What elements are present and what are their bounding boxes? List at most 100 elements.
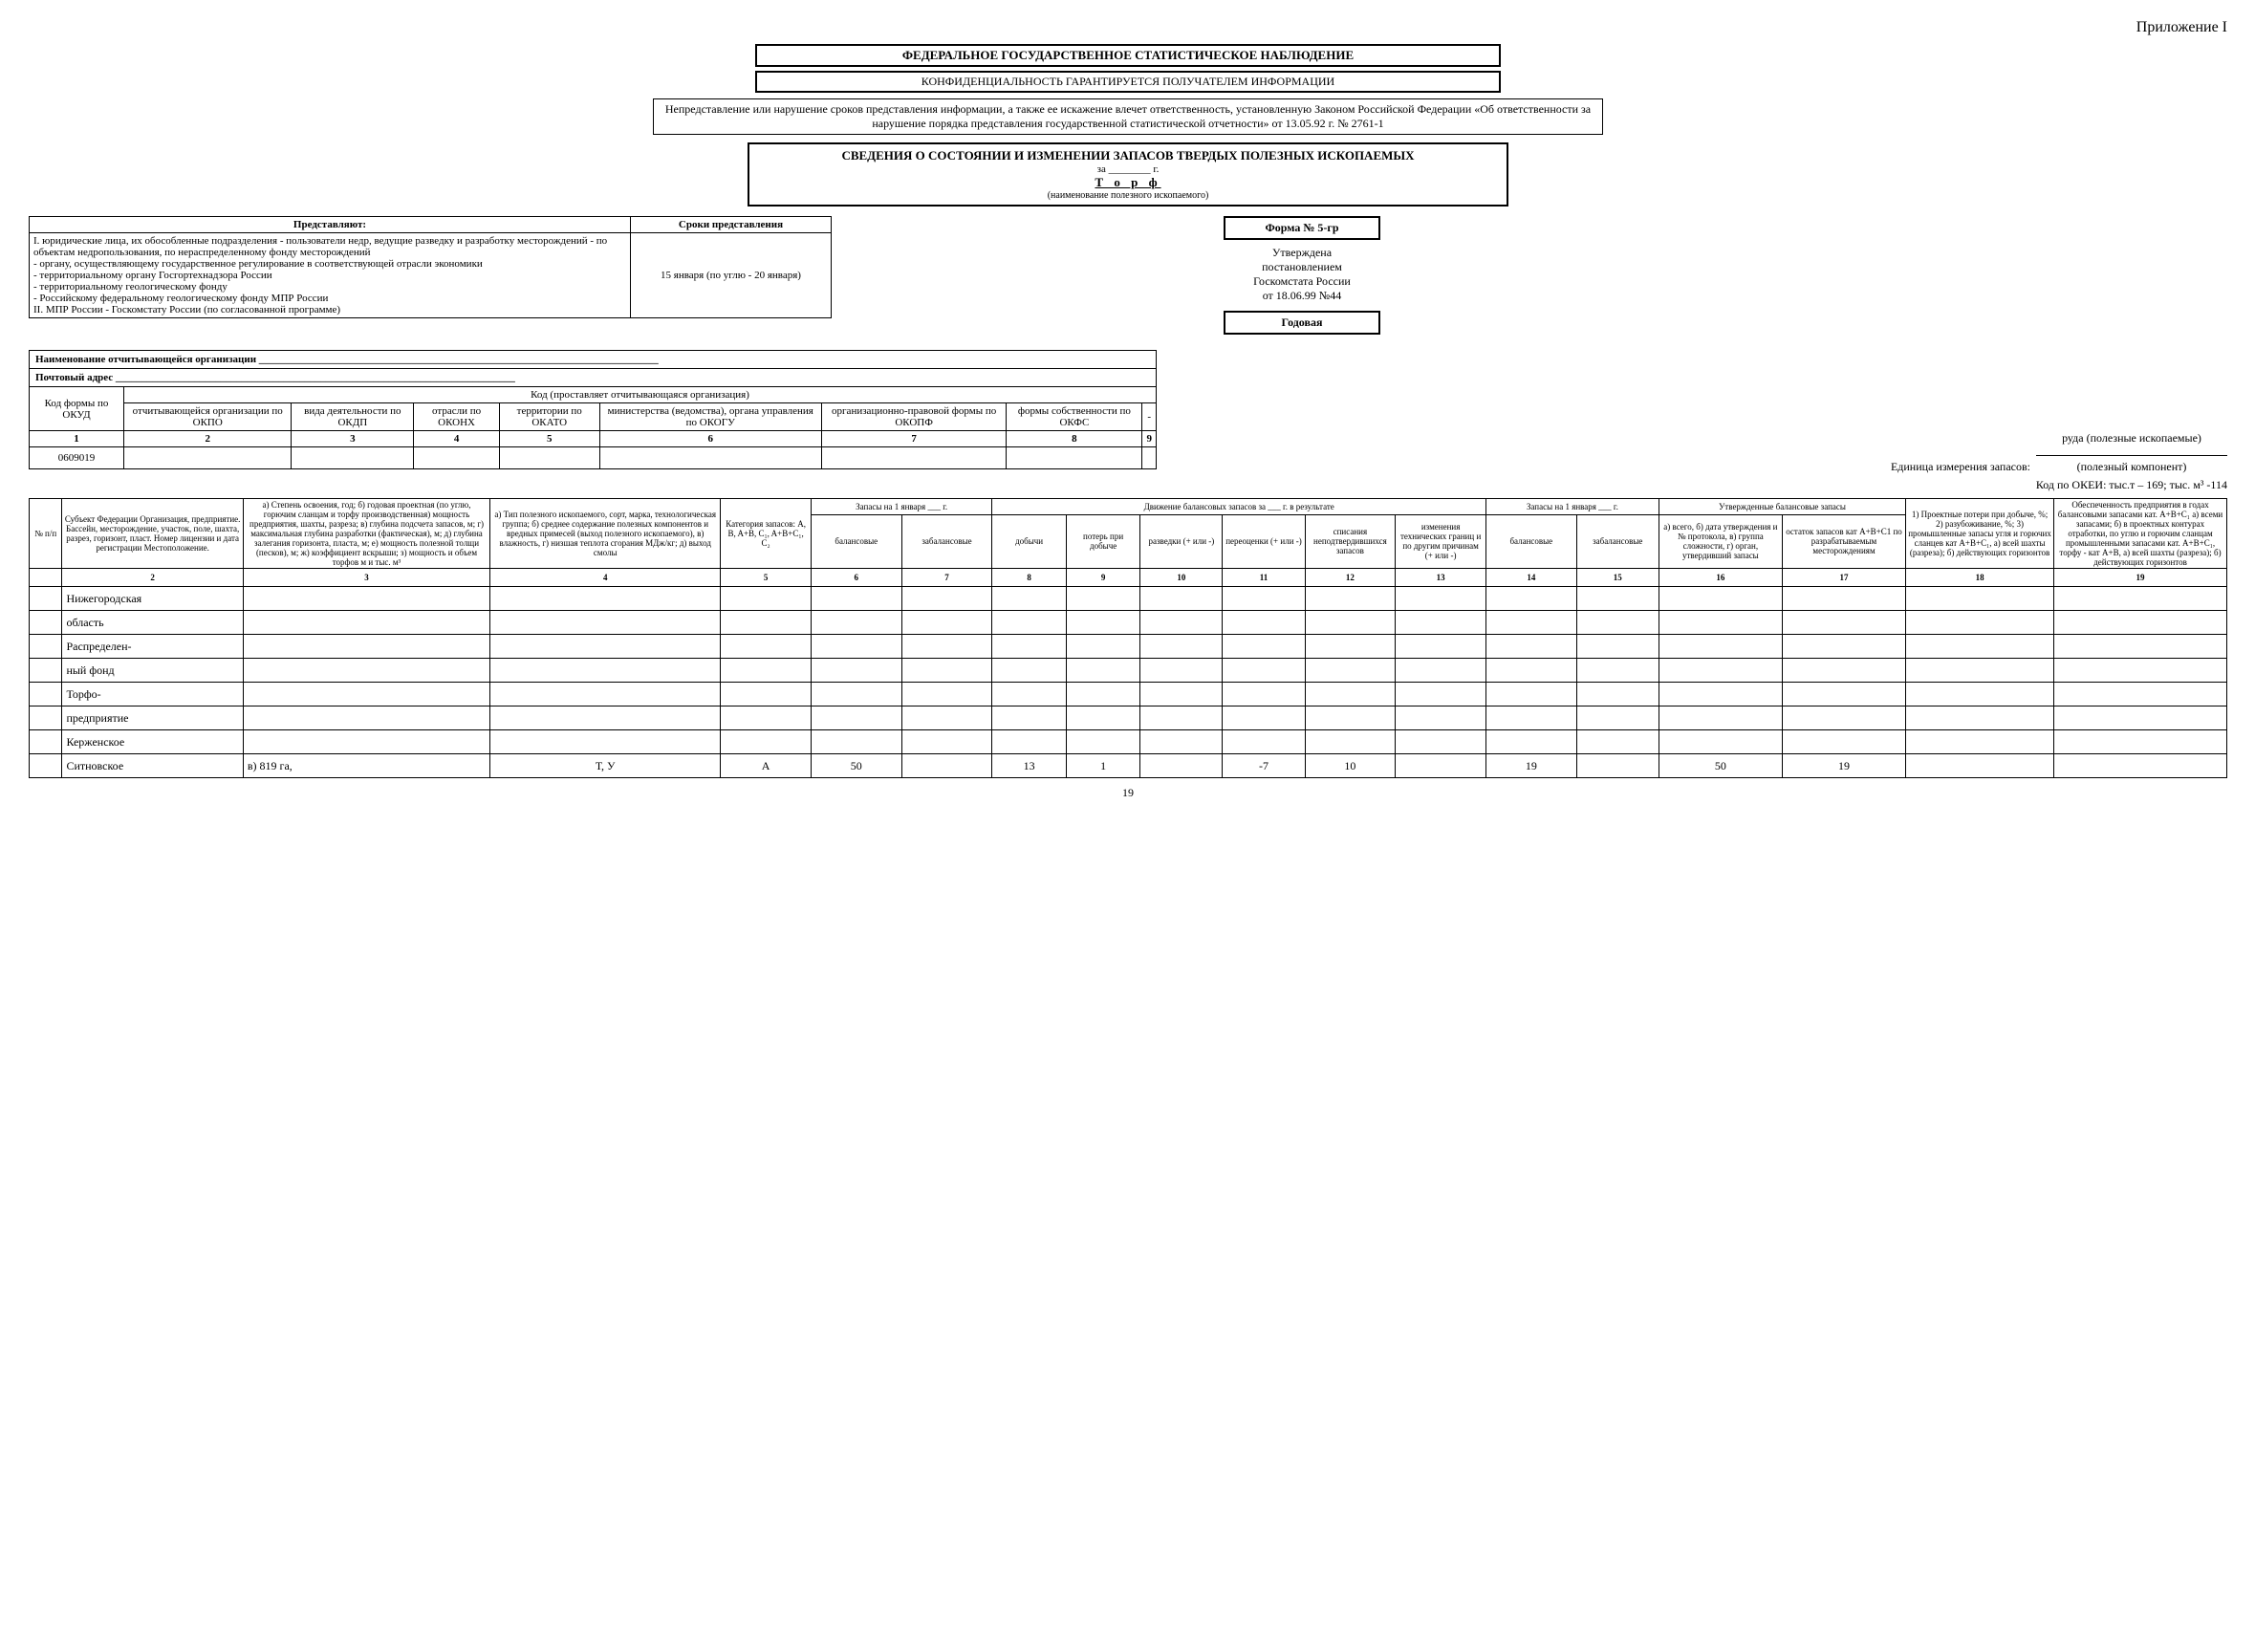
info-mineral-caption: (наименование полезного ископаемого): [755, 190, 1501, 201]
cell: [1066, 635, 1139, 659]
cell: [1223, 587, 1305, 611]
cell: [30, 635, 62, 659]
cell: [243, 659, 489, 683]
cell: [901, 659, 992, 683]
cell: [1782, 730, 1905, 754]
table-row: Керженское: [30, 730, 2227, 754]
cell: 10: [1305, 754, 1396, 778]
h-c5: Категория запасов: A, B, A+B, C₁, A+B+C₁…: [721, 499, 812, 569]
cell: [490, 611, 721, 635]
cell: [30, 683, 62, 706]
cell: [811, 659, 901, 683]
cell: [30, 730, 62, 754]
main-colnum: 6: [811, 569, 901, 587]
table-row: Ситновскоев) 819 га,Т, УA50131-710195019: [30, 754, 2227, 778]
cell: [1066, 706, 1139, 730]
cell: [1223, 611, 1305, 635]
cell: [992, 683, 1066, 706]
main-colnum: 18: [1906, 569, 2054, 587]
cell: [1906, 659, 2054, 683]
cell: [721, 659, 812, 683]
legal-notice: Непредставление или нарушение сроков пре…: [653, 98, 1603, 135]
cell: [1396, 611, 1486, 635]
cell: [243, 706, 489, 730]
cell: [1140, 635, 1223, 659]
cell: 19: [1782, 754, 1905, 778]
cell: [1576, 683, 1659, 706]
cell: [1659, 611, 1782, 635]
cell: [1485, 659, 1576, 683]
cell: [1305, 587, 1396, 611]
cell: [992, 659, 1066, 683]
cell: [811, 730, 901, 754]
cell: Керженское: [62, 730, 243, 754]
cell: [992, 611, 1066, 635]
main-colnum: 13: [1396, 569, 1486, 587]
org-col: отчитывающейся организации по ОКПО: [124, 403, 292, 431]
main-table: № п/п Субъект Федерации Организация, пре…: [29, 498, 2227, 778]
cell: [490, 683, 721, 706]
cell: [901, 754, 992, 778]
main-colnum: 16: [1659, 569, 1782, 587]
cell: [490, 730, 721, 754]
cell: Т, У: [490, 754, 721, 778]
cell: [1396, 587, 1486, 611]
h-g-mov: Движение балансовых запасов за ___ г. в …: [992, 499, 1486, 515]
cell: [2054, 659, 2227, 683]
cell: [1576, 659, 1659, 683]
cell: [721, 587, 812, 611]
cell: [1396, 706, 1486, 730]
cell: [1576, 635, 1659, 659]
h-c3: а) Степень освоения, год; б) годовая про…: [243, 499, 489, 569]
main-colnum: 12: [1305, 569, 1396, 587]
unit-label: Единица измерения запасов:: [1891, 460, 2030, 474]
cell: [490, 635, 721, 659]
cell: [1305, 659, 1396, 683]
cell: [1485, 683, 1576, 706]
cell: [1066, 683, 1139, 706]
h-c19: Обеспеченность предприятия в годах балан…: [2054, 499, 2227, 569]
cell: [811, 706, 901, 730]
cell: область: [62, 611, 243, 635]
cell: [1782, 611, 1905, 635]
cell: [901, 635, 992, 659]
cell: [1576, 611, 1659, 635]
cell: [1305, 611, 1396, 635]
cell: [1659, 635, 1782, 659]
cell: [30, 587, 62, 611]
h-c16: а) всего, б) дата утверждения и № проток…: [1659, 514, 1782, 568]
unit-row: Единица измерения запасов: руда (полезны…: [29, 431, 2227, 474]
cell: ный фонд: [62, 659, 243, 683]
cell: [721, 683, 812, 706]
main-colnum: 3: [243, 569, 489, 587]
main-colnum: 10: [1140, 569, 1223, 587]
unit-top: руда (полезные ископаемые): [2062, 431, 2201, 445]
page-number: 19: [29, 786, 2227, 800]
main-colnum: 4: [490, 569, 721, 587]
approved-text: Утверждена постановлением Госкомстата Ро…: [1224, 246, 1380, 303]
cell: [811, 611, 901, 635]
cell: [30, 659, 62, 683]
cell: [992, 730, 1066, 754]
cell: [1396, 754, 1486, 778]
table-row: Торфо-: [30, 683, 2227, 706]
cell: [1140, 730, 1223, 754]
cell: [1906, 587, 2054, 611]
cell: [721, 611, 812, 635]
cell: [2054, 587, 2227, 611]
cell: в) 819 га,: [243, 754, 489, 778]
h-c1: № п/п: [30, 499, 62, 569]
h-g-zap: Запасы на 1 января ___ г.: [811, 499, 991, 515]
h-c13: изменения технических границ и по другим…: [1396, 514, 1486, 568]
h-c15: забалансовые: [1576, 514, 1659, 568]
cell: [2054, 683, 2227, 706]
cell: 13: [992, 754, 1066, 778]
cell: [1906, 683, 2054, 706]
cell: 1: [1066, 754, 1139, 778]
cell: [901, 730, 992, 754]
org-col: отрасли по ОКОНХ: [414, 403, 500, 431]
banner-main: ФЕДЕРАЛЬНОЕ ГОСУДАРСТВЕННОЕ СТАТИСТИЧЕСК…: [755, 44, 1501, 67]
cell: [1140, 587, 1223, 611]
cell: [1906, 754, 2054, 778]
cell: [2054, 635, 2227, 659]
